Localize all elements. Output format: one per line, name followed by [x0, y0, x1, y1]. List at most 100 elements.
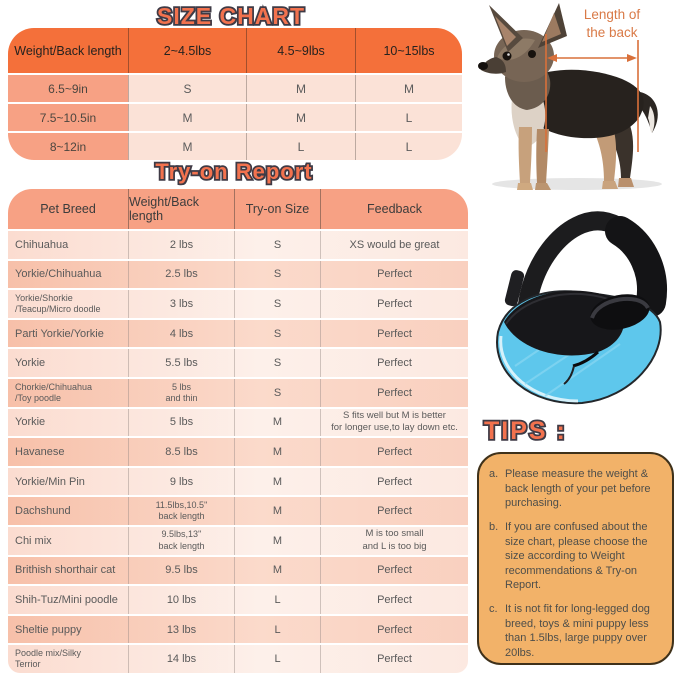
tips-item-label: c.	[489, 603, 498, 615]
feedback-cell: Perfect	[320, 290, 468, 318]
breed-cell: Poodle mix/Silky Terrior	[15, 647, 82, 670]
weight-cell: 3 lbs	[128, 290, 234, 318]
size-chart-title: SIZE CHART	[155, 1, 306, 31]
tips-box: a. Please measure the weight & back leng…	[477, 452, 674, 665]
tips-item-text: Please measure the weight & back length …	[505, 468, 651, 510]
breed-cell: Brithish shorthair cat	[15, 564, 116, 577]
tryon-header-cell: Feedback	[320, 189, 468, 229]
breed-cell: Yorkie/Shorkie /Teacup/Micro doodle	[15, 292, 101, 314]
weight-cell: 10 lbs	[128, 586, 234, 614]
size-cell: S	[234, 378, 320, 407]
table-row: Yorkie/Min Pin 9 lbs M Perfect	[8, 465, 468, 496]
breed-cell: Havanese	[15, 445, 65, 458]
size-cell: S	[234, 319, 320, 348]
table-row: Brithish shorthair cat 9.5 lbs M Perfect	[8, 554, 468, 585]
table-row: Sheltie puppy 13 lbs L Perfect	[8, 613, 468, 644]
size-cell: M	[234, 497, 320, 525]
tips-item-label: b.	[489, 520, 499, 533]
tips-item: c. It is not fit for long-legged dog bre…	[489, 602, 665, 661]
size-cell: S	[234, 231, 320, 259]
size-cell: L	[234, 645, 320, 673]
weight-cell: 14 lbs	[128, 645, 234, 673]
weight-cell: 4 lbs	[128, 319, 234, 348]
feedback-cell: M is too small and L is too big	[320, 526, 468, 555]
breed-cell: Yorkie	[15, 416, 46, 429]
breed-cell: Yorkie/Chihuahua	[15, 268, 102, 281]
size-cell: S	[234, 349, 320, 377]
size-cell: M	[234, 438, 320, 466]
size-cell: M	[234, 408, 320, 437]
size-cell: M	[234, 556, 320, 585]
size-cell: M	[234, 467, 320, 496]
table-row: Poodle mix/Silky Terrior 14 lbs L Perfec…	[8, 643, 468, 673]
feedback-cell: Perfect	[320, 319, 468, 348]
size-cell: S	[128, 75, 246, 102]
tryon-header-row: Pet Breed Weight/Back length Try-on Size…	[8, 189, 468, 229]
size-chart-table: Weight/Back length 2~4.5lbs 4.5~9lbs 10~…	[8, 28, 462, 160]
table-row: Parti Yorkie/Yorkie 4 lbs S Perfect	[8, 317, 468, 348]
weight-cell: 5 lbs and thin	[128, 378, 234, 407]
tips-item-text: It is not fit for long-legged dog breed,…	[505, 603, 650, 659]
size-cell: L	[234, 615, 320, 644]
feedback-cell: Perfect	[320, 556, 468, 585]
size-cell: L	[246, 133, 355, 160]
table-row: Shih-Tuz/Mini poodle 10 lbs L Perfect	[8, 584, 468, 614]
table-row: Chi mix 9.5lbs,13'' back length M M is t…	[8, 524, 468, 555]
size-cell: L	[234, 586, 320, 614]
weight-cell: 5.5 lbs	[128, 349, 234, 377]
feedback-cell: Perfect	[320, 260, 468, 289]
tryon-header-cell: Weight/Back length	[128, 189, 234, 229]
tryon-header-cell: Pet Breed	[40, 202, 96, 216]
breed-cell: Chihuahua	[15, 238, 69, 251]
size-cell: M	[246, 75, 355, 102]
sling-carrier-illustration	[496, 211, 667, 405]
breed-cell: Yorkie/Min Pin	[15, 475, 85, 488]
tryon-report-table: Pet Breed Weight/Back length Try-on Size…	[8, 189, 468, 673]
breed-cell: Chorkie/Chihuahua /Toy poodle	[15, 381, 93, 403]
table-row: 6.5~9in S M M	[8, 73, 462, 102]
weight-cell: 9 lbs	[128, 467, 234, 496]
size-chart-header-row: Weight/Back length 2~4.5lbs 4.5~9lbs 10~…	[8, 28, 462, 73]
size-chart-header-cell: 2~4.5lbs	[128, 28, 246, 73]
feedback-cell: Perfect	[320, 467, 468, 496]
size-cell: L	[355, 104, 462, 131]
feedback-cell: Perfect	[320, 497, 468, 525]
breed-cell: Chi mix	[15, 534, 52, 547]
feedback-cell: Perfect	[320, 586, 468, 614]
table-row: Yorkie/Shorkie /Teacup/Micro doodle 3 lb…	[8, 288, 468, 318]
sling-carrier-photo	[470, 183, 679, 420]
tryon-report-title: Try-on Report	[154, 157, 314, 186]
feedback-cell: Perfect	[320, 645, 468, 673]
size-cell: S	[234, 290, 320, 318]
feedback-cell: Perfect	[320, 378, 468, 407]
feedback-cell: Perfect	[320, 615, 468, 644]
breed-cell: Parti Yorkie/Yorkie	[15, 327, 104, 340]
table-row: Chorkie/Chihuahua /Toy poodle 5 lbs and …	[8, 376, 468, 407]
tips-title: TIPS :	[482, 415, 567, 447]
table-row: 8~12in M L L	[8, 131, 462, 160]
weight-cell: 2 lbs	[128, 231, 234, 259]
tips-item-text: If you are confused about the size chart…	[505, 520, 648, 592]
back-length-annotation: Length of the back	[583, 7, 641, 40]
weight-cell: 9.5 lbs	[128, 556, 234, 585]
size-chart-header-cell: 4.5~9lbs	[246, 28, 355, 73]
breed-cell: Sheltie puppy	[15, 623, 82, 636]
weight-cell: 2.5 lbs	[128, 260, 234, 289]
size-chart-header-cell: 10~15lbs	[355, 28, 462, 73]
feedback-cell: Perfect	[320, 349, 468, 377]
breed-cell: Dachshund	[15, 505, 71, 518]
table-row: 7.5~10.5in M M L	[8, 102, 462, 131]
measurement-lines	[545, 34, 639, 152]
size-cell: M	[234, 526, 320, 555]
weight-cell: 13 lbs	[128, 615, 234, 644]
size-cell: M	[246, 104, 355, 131]
size-chart-header-cell: Weight/Back length	[14, 43, 122, 58]
tips-item: a. Please measure the weight & back leng…	[489, 467, 665, 511]
weight-cell: 9.5lbs,13'' back length	[128, 526, 234, 555]
back-length-cell: 8~12in	[8, 133, 128, 160]
weight-cell: 11.5lbs,10.5'' back length	[128, 497, 234, 525]
size-cell: L	[355, 133, 462, 160]
feedback-cell: S fits well but M is better for longer u…	[320, 408, 468, 437]
table-row: Yorkie 5.5 lbs S Perfect	[8, 347, 468, 377]
size-cell: M	[355, 75, 462, 102]
